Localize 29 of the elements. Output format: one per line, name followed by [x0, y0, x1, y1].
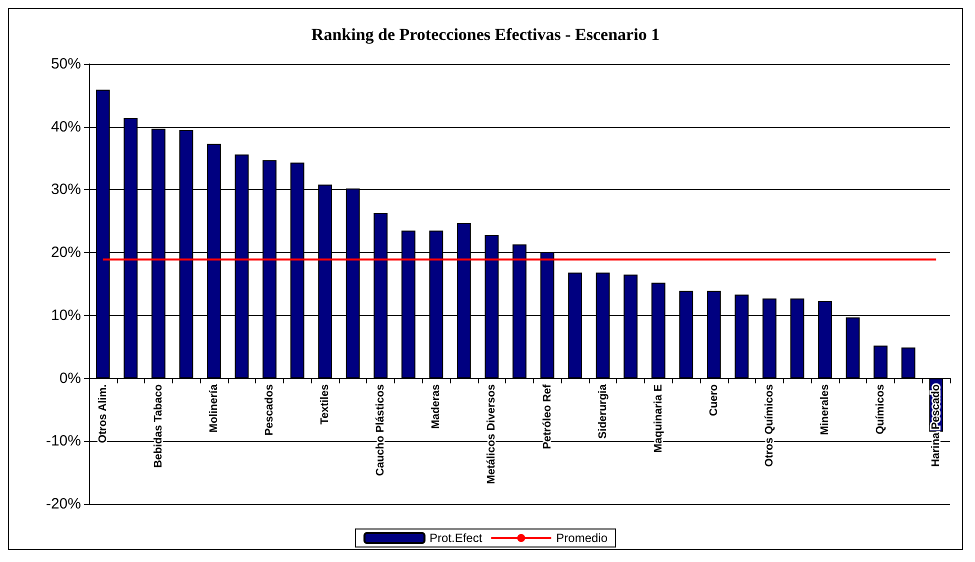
bar [901, 347, 916, 378]
x-tick-label: Maquinaria E [652, 384, 664, 453]
x-tick-label: Pescados [264, 384, 276, 436]
y-tick-label: 30% [50, 181, 81, 198]
chart-title: Ranking de Protecciones Efectivas - Escenario 1 [311, 25, 660, 44]
legend-label: Promedio [556, 531, 608, 545]
y-tick-label: -10% [46, 432, 81, 450]
bar [874, 346, 888, 378]
y-tick-label: 40% [50, 118, 81, 136]
y-tick-label: 10% [50, 306, 81, 324]
x-tick-label: Siderurgia [596, 383, 609, 439]
x-tick-label: Cuero [708, 384, 720, 416]
x-tick-label: Minerales [819, 384, 832, 436]
x-tick-label: Petróleo Ref [541, 384, 554, 450]
y-tick-label: 50% [50, 56, 81, 72]
y-tick-label: 0% [59, 370, 81, 387]
x-tick-label: Maderas [430, 384, 442, 429]
y-tick-label: -20% [46, 496, 81, 512]
x-tick-label: Harina Pescado [930, 384, 942, 467]
y-tick-label: 20% [50, 244, 81, 262]
legend-label: Prot.Efect [429, 531, 483, 545]
x-tick-label: Molinería [208, 383, 220, 433]
x-tick-label: Metálicos Diversos [486, 384, 498, 484]
x-tick-label: Otros Químicos [763, 384, 776, 467]
x-tick-label: Otros Alim. [96, 384, 109, 444]
x-tick-label: Bebidas Tabaco [152, 384, 164, 468]
x-tick-label: Químicos [874, 384, 887, 434]
x-tick-label: Textiles [319, 384, 332, 424]
x-tick-label: Caucho Plásticos [374, 384, 387, 476]
